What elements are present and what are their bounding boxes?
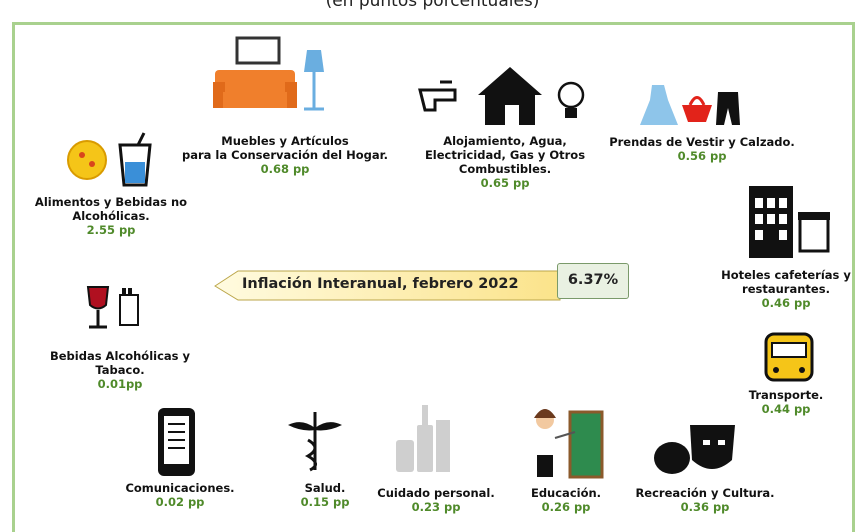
category-item: Prendas de Vestir y Calzado. 0.56 pp [609,135,795,163]
category-label: Tabaco. [95,363,145,377]
subtitle: (en puntos porcentuales) [325,0,540,11]
category-item: Bebidas Alcohólicas y Tabaco. 0.01pp [50,349,190,391]
category-value: 2.55 pp [86,223,136,237]
health-icon [288,412,342,472]
category-label: Educación. [530,486,602,500]
category-label: Recreación y Cultura. [635,486,775,500]
category-value: 0.15 pp [300,495,350,509]
headline-value: 6.37% [557,263,629,299]
category-label: Alimentos y Bebidas no [34,195,188,209]
hotel-icon [749,186,830,258]
education-icon [534,409,604,479]
category-label: Combustibles. [458,162,552,176]
category-label: restaurantes. [742,282,830,296]
category-value: 0.36 pp [680,500,730,514]
category-label: Alcohólicas. [72,209,150,223]
category-item: Muebles y Artículos para la Conservación … [182,134,388,176]
food-icon [67,132,152,187]
category-value: 0.65 pp [480,176,530,190]
furniture-icon [213,36,324,111]
bus-icon [764,332,814,382]
alcohol-icon [86,286,139,329]
care-icon [396,405,450,472]
category-item: Comunicaciones. 0.02 pp [125,481,234,509]
category-label: Muebles y Artículos [221,134,349,148]
culture-icon [654,425,735,474]
category-item: Salud. 0.15 pp [301,481,350,509]
category-item: Transporte. 0.44 pp [749,388,824,416]
category-value: 0.56 pp [677,149,727,163]
category-value: 0.01pp [97,377,143,391]
phone-icon [158,408,195,476]
category-label: Prendas de Vestir y Calzado. [609,135,795,149]
headline-label: Inflación Interanual, febrero 2022 [242,276,519,292]
category-item: Hoteles cafeterías y restaurantes. 0.46 pp [721,268,851,310]
category-label: Alojamiento, Agua, [443,134,567,148]
category-item: Educación. 0.26 pp [531,486,601,514]
category-value: 0.44 pp [761,402,811,416]
category-label: Cuidado personal. [377,486,495,500]
category-label: Electricidad, Gas y Otros [424,148,586,162]
housing-icon [418,67,585,125]
clothes-icon [640,85,740,125]
category-value: 0.46 pp [761,296,811,310]
category-label: Bebidas Alcohólicas y [49,349,191,363]
category-value: 0.02 pp [155,495,205,509]
category-item: Cuidado personal. 0.23 pp [377,486,494,514]
category-item: Alojamiento, Agua, Electricidad, Gas y Ot… [425,134,585,190]
frame [12,22,855,532]
category-item: Recreación y Cultura. 0.36 pp [635,486,774,514]
category-label: Transporte. [748,388,824,402]
category-label: Salud. [304,481,346,495]
category-label: para la Conservación del Hogar. [182,148,388,162]
category-value: 0.68 pp [260,162,310,176]
category-value: 0.23 pp [411,500,461,514]
category-label: Comunicaciones. [125,481,235,495]
category-item: Alimentos y Bebidas no Alcohólicas. 2.55 p… [35,195,187,237]
category-value: 0.26 pp [541,500,591,514]
category-label: Hoteles cafeterías y [721,268,851,282]
